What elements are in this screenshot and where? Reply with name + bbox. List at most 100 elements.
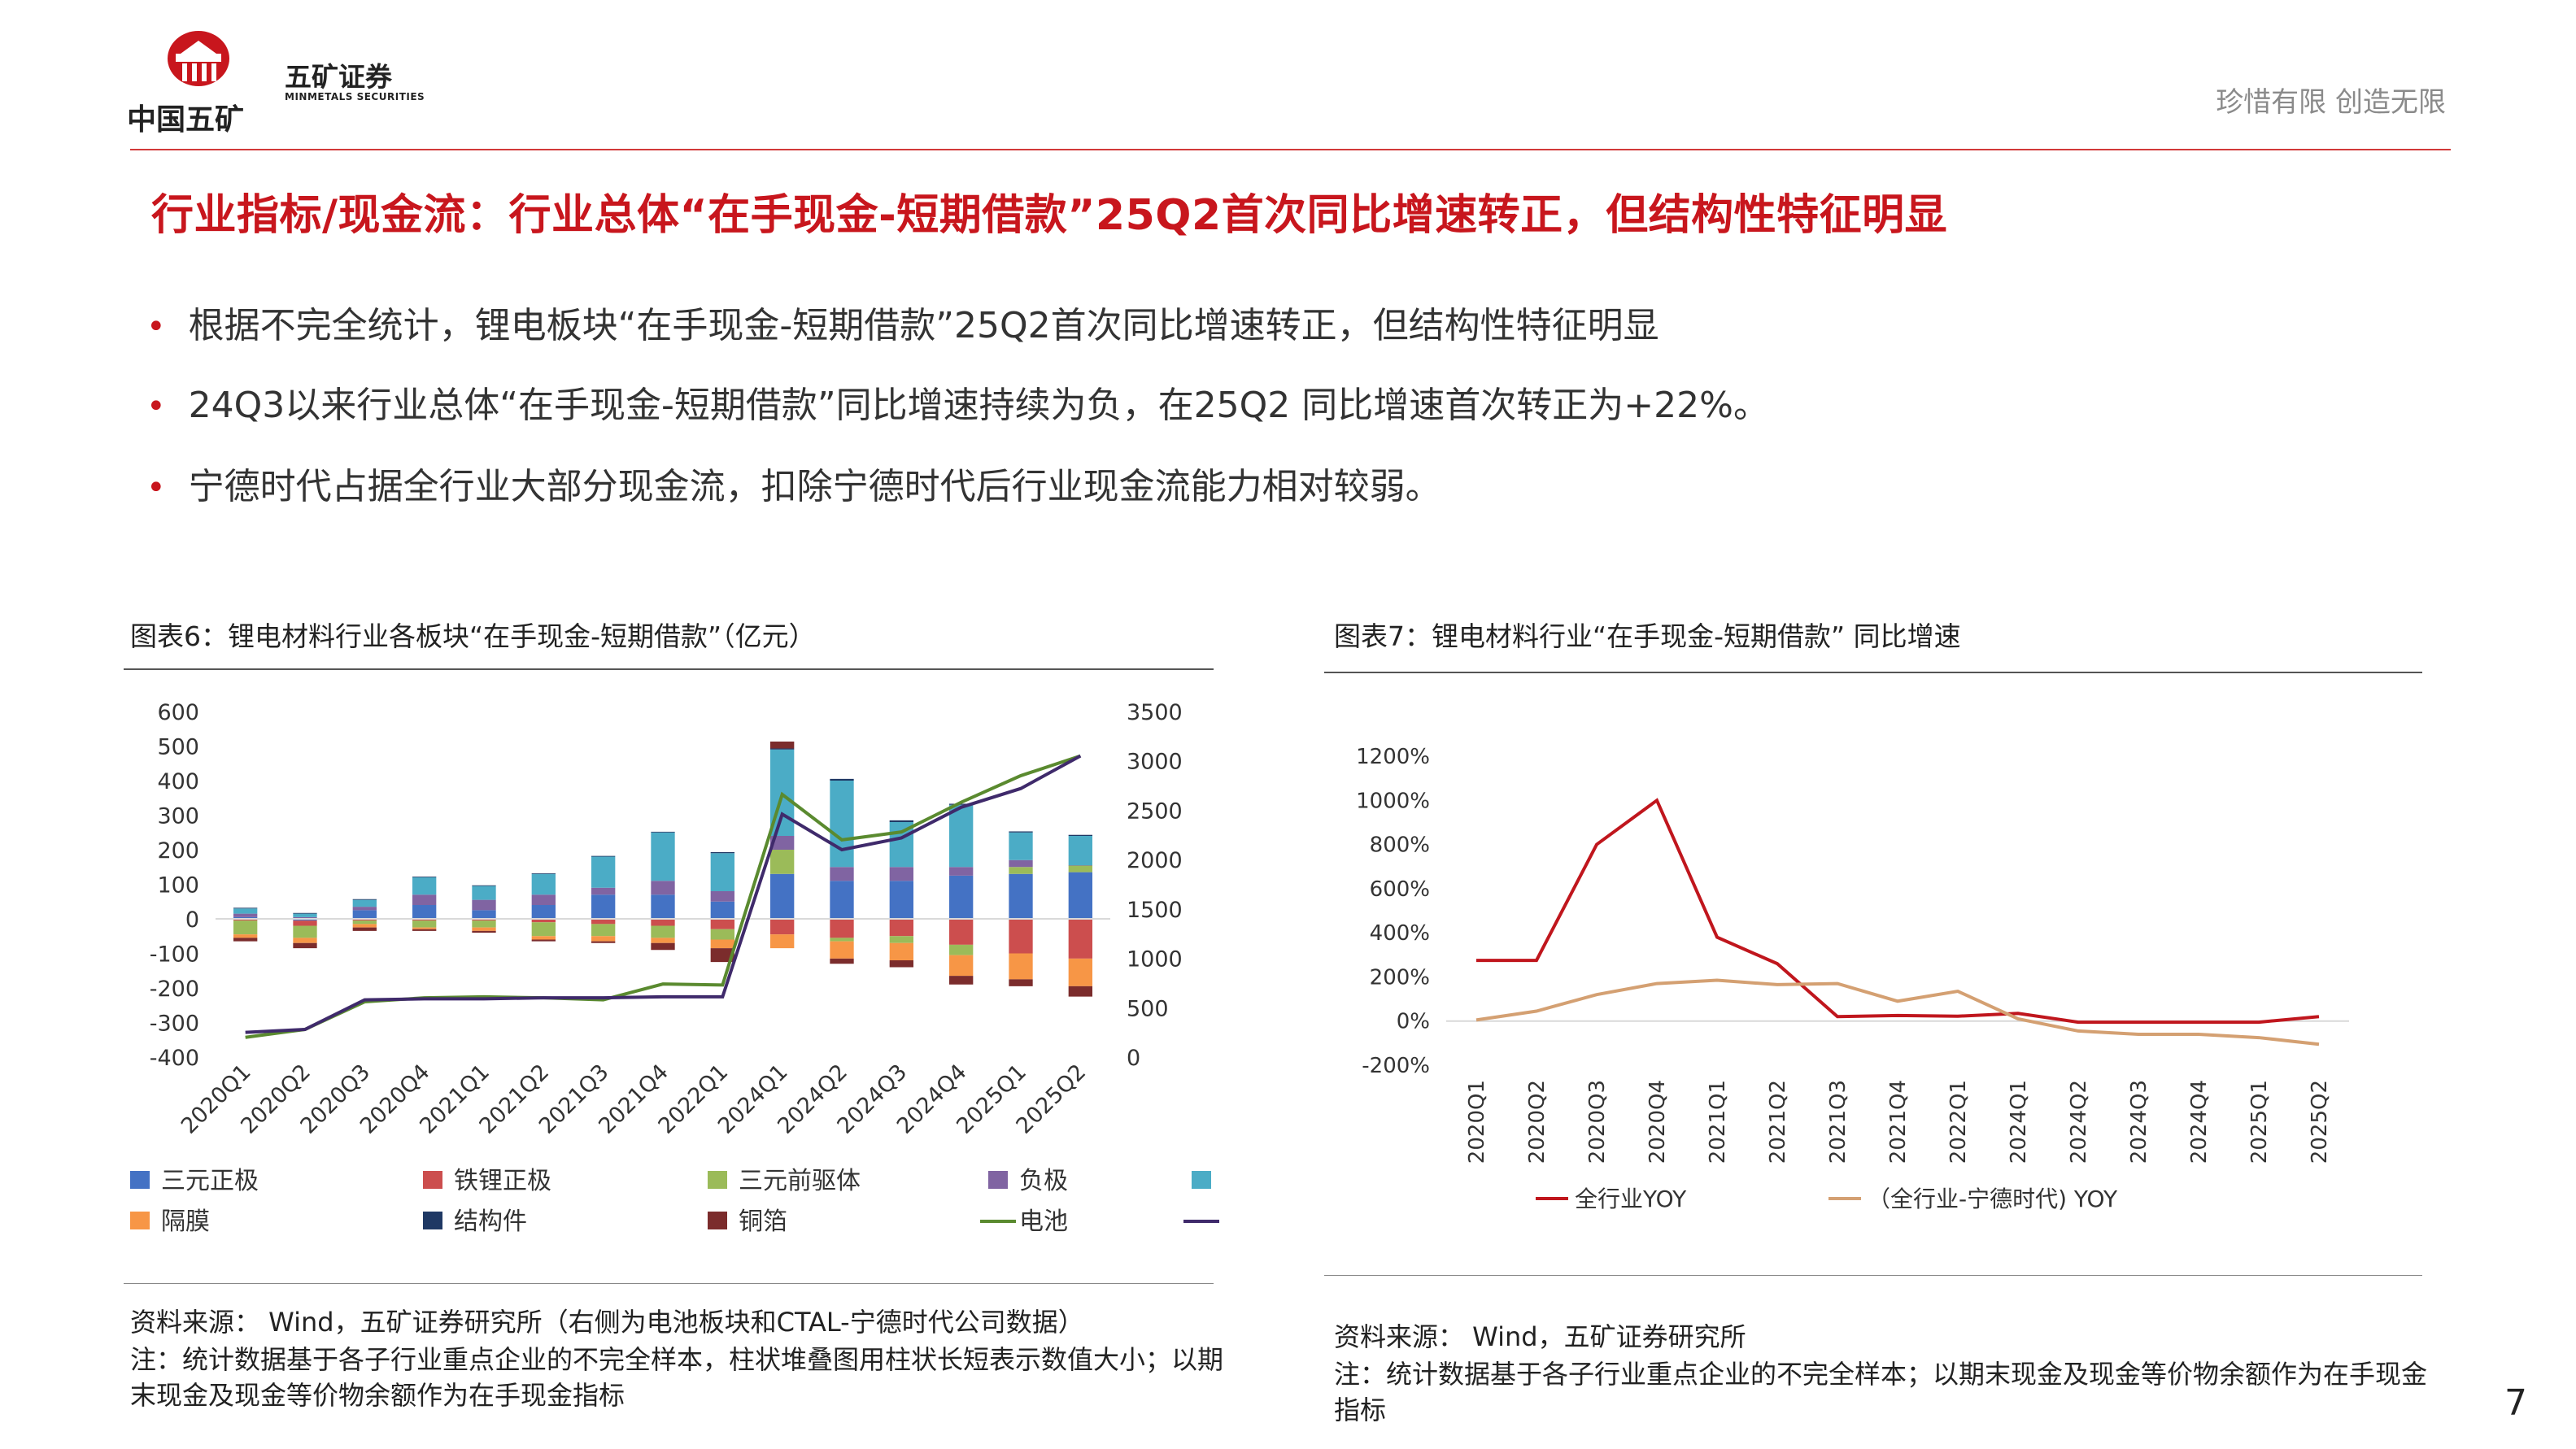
bar-segment (591, 887, 616, 895)
bar-segment (651, 894, 675, 919)
bar-segment (1009, 919, 1033, 954)
x-tick-label: 2020Q3 (1585, 1080, 1610, 1164)
bar-segment (1009, 859, 1033, 868)
bar-segment (889, 881, 913, 919)
bullet-dot-icon: • (146, 469, 166, 507)
bar-segment (591, 924, 616, 937)
chart7-source: 资料来源： Wind，五矿证券研究所 (1334, 1321, 1746, 1352)
chart6-title: 图表6：锂电材料行业各板块“在手现金-短期借款”（亿元） (130, 620, 816, 652)
bar-segment (770, 748, 795, 750)
legend-label: 电池 (1019, 1208, 1068, 1236)
page-title: 行业指标/现金流：行业总体“在手现金-短期借款”25Q2首次同比增速转正，但结构… (151, 191, 1948, 240)
bar-segment (949, 944, 974, 955)
legend-label: 隔膜 (161, 1208, 210, 1236)
bullet-item-2: • 24Q3以来行业总体“在手现金-短期借款”同比增速持续为负，在25Q2 同比增… (146, 385, 1769, 426)
bar-segment (472, 886, 496, 900)
bar-segment (293, 942, 317, 949)
bullet-dot-icon: • (146, 388, 166, 425)
bar-segment (830, 778, 854, 781)
bar-segment (710, 853, 734, 891)
bar-segment (1009, 979, 1033, 986)
company-name-en: MINMETALS SECURITIES (285, 91, 425, 102)
bar-segment (651, 881, 675, 895)
bar-segment (710, 948, 734, 963)
bar-segment (412, 905, 437, 919)
x-tick-label: 2021Q2 (1766, 1080, 1790, 1164)
y2-tick-label: 0 (1127, 1046, 1140, 1071)
y2-tick-label: 2500 (1127, 798, 1183, 824)
bar-segment (233, 916, 258, 919)
bar-segment (770, 919, 795, 935)
legend-swatch (130, 1212, 150, 1229)
y-tick-label: -400 (150, 1046, 199, 1071)
bar-segment (412, 929, 437, 931)
bar-segment (233, 907, 258, 909)
bar-segment (651, 919, 675, 926)
legend-label: 三元前驱体 (739, 1167, 861, 1195)
bar-segment (352, 919, 377, 921)
chart7-note: 注：统计数据基于各子行业重点企业的不完全样本；以期末现金及现金等价物余额作为在手… (1334, 1359, 2428, 1425)
bar-segment (770, 741, 795, 749)
bar-segment (293, 913, 317, 917)
bar-segment (472, 920, 496, 928)
bar-segment (412, 919, 437, 921)
legend-label: 全行业YOY (1575, 1186, 1687, 1212)
header-divider (130, 149, 2451, 150)
y2-tick-label: 3500 (1127, 700, 1183, 725)
bar-segment (949, 803, 974, 805)
bullet-item-3: • 宁德时代占据全行业大部分现金流，扣除宁德时代后行业现金流能力相对较弱。 (146, 466, 1441, 507)
legend-label: 结构件 (454, 1208, 527, 1236)
y-tick-label: 200 (157, 838, 199, 864)
x-tick-label: 2020Q2 (1525, 1080, 1550, 1164)
series-line (245, 754, 1082, 1034)
series-line (1476, 798, 2320, 1025)
bar-segment (591, 894, 616, 919)
chart7-title: 图表7：锂电材料行业“在手现金-短期借款” 同比增速 (1334, 620, 1961, 652)
bullet-item-1: • 根据不完全统计，锂电板块“在手现金-短期借款”25Q2首次同比增速转正，但结构… (146, 305, 1659, 346)
bar-segment (591, 919, 616, 925)
bar-segment (1068, 834, 1092, 836)
chart6-bottom-rule (124, 1283, 1214, 1284)
x-tick-label: 2021Q3 (1826, 1080, 1850, 1164)
bar-segment (472, 927, 496, 931)
bar-segment (1068, 958, 1092, 986)
bar-segment (472, 910, 496, 919)
bar-segment (1009, 832, 1033, 860)
chart6-title-rule (124, 668, 1214, 670)
y-tick-label: 600% (1370, 877, 1430, 902)
legend-swatch (708, 1212, 727, 1229)
bar-segment (770, 873, 795, 919)
bar-segment (889, 867, 913, 881)
bar-segment (710, 919, 734, 929)
bar-segment (1068, 919, 1092, 959)
bar-segment (889, 919, 913, 937)
legend-swatch (708, 1171, 727, 1189)
bar-segment (591, 855, 616, 857)
bar-segment (889, 960, 913, 968)
y2-tick-label: 1500 (1127, 898, 1183, 923)
y-tick-label: 400% (1370, 921, 1430, 946)
x-tick-label: 2024Q1 (2007, 1080, 2031, 1164)
x-tick-label: 2020Q1 (1465, 1080, 1489, 1164)
bar-segment (531, 894, 556, 905)
bar-segment (233, 908, 258, 914)
y-tick-label: 400 (157, 769, 199, 794)
bar-segment (889, 942, 913, 960)
x-tick-label: 2022Q1 (1946, 1080, 1971, 1164)
bar-segment (1009, 953, 1033, 980)
legend-swatch (423, 1171, 442, 1189)
bar-segment (949, 976, 974, 985)
bar-segment (412, 927, 437, 929)
bar-segment (233, 920, 258, 935)
bar-segment (949, 919, 974, 945)
bar-segment (710, 851, 734, 854)
page-number: 7 (2504, 1382, 2527, 1424)
bar-segment (1009, 831, 1033, 833)
logo-text: 中国五矿 (127, 103, 245, 137)
bar-segment (651, 925, 675, 938)
bar-segment (830, 781, 854, 868)
y-tick-label: 100 (157, 873, 199, 899)
chart7-title-rule (1324, 672, 2422, 673)
bar-segment (710, 901, 734, 919)
bar-segment (531, 919, 556, 923)
